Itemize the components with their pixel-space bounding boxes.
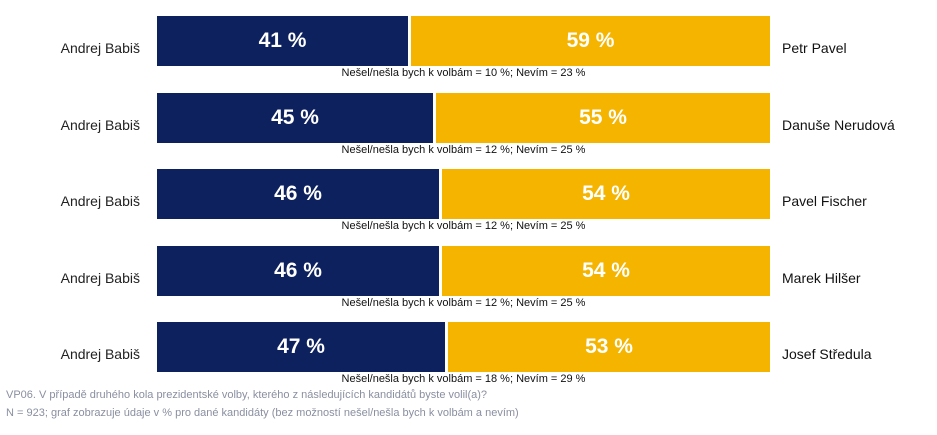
right-candidate-label: Danuše Nerudová [782, 116, 895, 133]
row-note: Nešel/nešla bych k volbám = 18 %; Nevím … [341, 373, 586, 385]
chart-row: Andrej Babiš 41 % 59 % Petr Pavel Nešel/nešl… [0, 16, 937, 94]
bar-segment-right: 54 % [442, 245, 770, 296]
footer-question: VP06. V případě druhého kola prezidentsk… [6, 389, 488, 401]
chart-area: Andrej Babiš 41 % 59 % Petr Pavel Nešel/nešl… [0, 16, 937, 385]
stacked-bar: 47 % 53 % [157, 322, 770, 372]
left-candidate-label: Andrej Babiš [60, 269, 140, 286]
stacked-bar: 46 % 54 % [157, 169, 770, 219]
row-note: Nešel/nešla bych k volbám = 12 %; Nevím … [341, 296, 586, 309]
stacked-bar: 46 % 54 % [157, 245, 770, 296]
left-candidate-label: Andrej Babiš [60, 40, 140, 56]
bar-segment-left: 47 % [157, 322, 445, 372]
row-note: Nešel/nešla bych k volbám = 12 %; Nevím … [341, 220, 586, 232]
chart-row: Andrej Babiš 47 % 53 % Josef Středula Nešel/… [0, 322, 937, 400]
stacked-bar: 41 % 59 % [157, 16, 770, 66]
chart-row: Andrej Babiš 45 % 55 % Danuše Nerudová Nešel… [0, 92, 937, 171]
bar-segment-left: 41 % [157, 16, 408, 66]
bar-segment-right: 53 % [448, 322, 770, 372]
chart-row: Andrej Babiš 46 % 54 % Pavel Fischer Nešel/n… [0, 169, 937, 247]
row-note: Nešel/nešla bych k volbám = 12 %; Nevím … [341, 143, 586, 156]
bar-segment-left: 46 % [157, 245, 439, 296]
stacked-bar: 45 % 55 % [157, 92, 770, 143]
bar-segment-left: 45 % [157, 92, 433, 143]
right-candidate-label: Marek Hilšer [782, 269, 861, 286]
left-candidate-label: Andrej Babiš [60, 116, 140, 133]
bar-segment-right: 54 % [442, 169, 770, 219]
footer-sample: N = 923; graf zobrazuje údaje v % pro da… [6, 407, 519, 419]
chart-row: Andrej Babiš 46 % 54 % Marek Hilšer Nešel/ne… [0, 245, 937, 324]
right-candidate-label: Pavel Fischer [782, 193, 867, 209]
right-candidate-label: Petr Pavel [782, 40, 847, 56]
bar-segment-left: 46 % [157, 169, 439, 219]
row-note: Nešel/nešla bych k volbám = 10 %; Nevím … [341, 67, 586, 79]
right-candidate-label: Josef Středula [782, 346, 872, 362]
bar-segment-right: 59 % [411, 16, 770, 66]
left-candidate-label: Andrej Babiš [60, 346, 140, 362]
left-candidate-label: Andrej Babiš [60, 193, 140, 209]
bar-segment-right: 55 % [436, 92, 770, 143]
